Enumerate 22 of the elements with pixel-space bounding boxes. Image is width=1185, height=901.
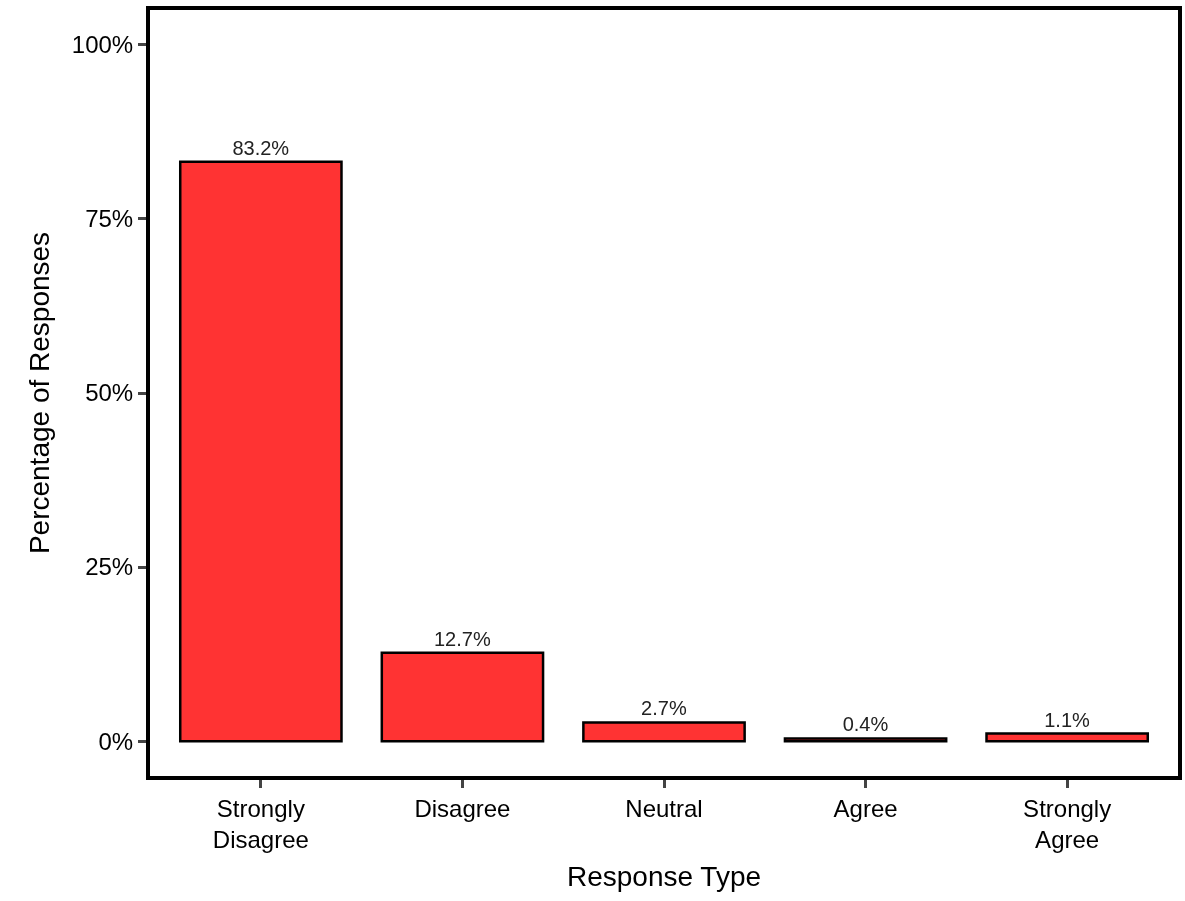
x-axis-title: Response Type xyxy=(566,860,762,892)
y-tick-label: 100% xyxy=(71,31,134,59)
y-axis-title: Percentage of Responses xyxy=(24,231,56,555)
y-tick-label: 75% xyxy=(85,205,134,233)
x-tick-label: Disagree xyxy=(414,794,511,822)
x-tick-label: Neutral xyxy=(625,794,703,822)
bar xyxy=(582,721,746,743)
bar xyxy=(783,737,948,743)
x-tick-label: Agree xyxy=(833,794,898,822)
data-label: 12.7% xyxy=(433,627,491,650)
y-tick-label: 0% xyxy=(98,727,134,755)
y-tick-label: 25% xyxy=(85,553,134,581)
bar xyxy=(380,651,545,743)
data-label: 2.7% xyxy=(641,697,687,720)
data-label: 0.4% xyxy=(842,713,889,736)
x-tick-label: Strongly Agree xyxy=(1023,794,1112,853)
bar xyxy=(985,732,1150,743)
data-label: 1.1% xyxy=(1044,708,1091,731)
x-tick-label: Strongly Disagree xyxy=(212,794,309,853)
y-tick-label: 50% xyxy=(85,379,134,407)
data-label: 83.2% xyxy=(232,136,290,159)
bar xyxy=(178,160,343,743)
